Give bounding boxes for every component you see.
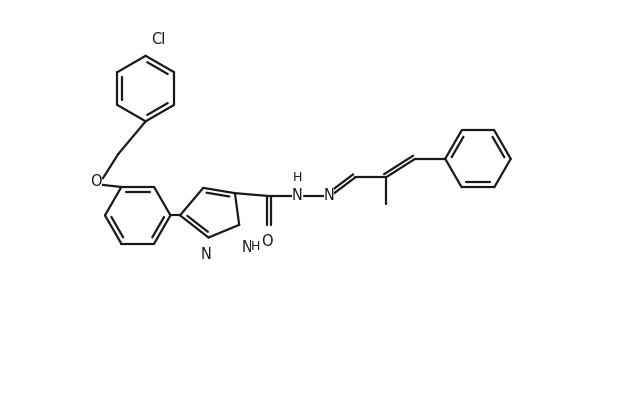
Text: H: H <box>292 171 302 184</box>
Text: N: N <box>201 247 212 262</box>
Text: O: O <box>261 234 273 249</box>
Text: N: N <box>242 240 253 255</box>
Text: O: O <box>90 174 102 189</box>
Text: H: H <box>251 240 260 253</box>
Text: N: N <box>324 188 335 203</box>
Text: N: N <box>292 188 303 203</box>
Text: Cl: Cl <box>151 32 165 47</box>
